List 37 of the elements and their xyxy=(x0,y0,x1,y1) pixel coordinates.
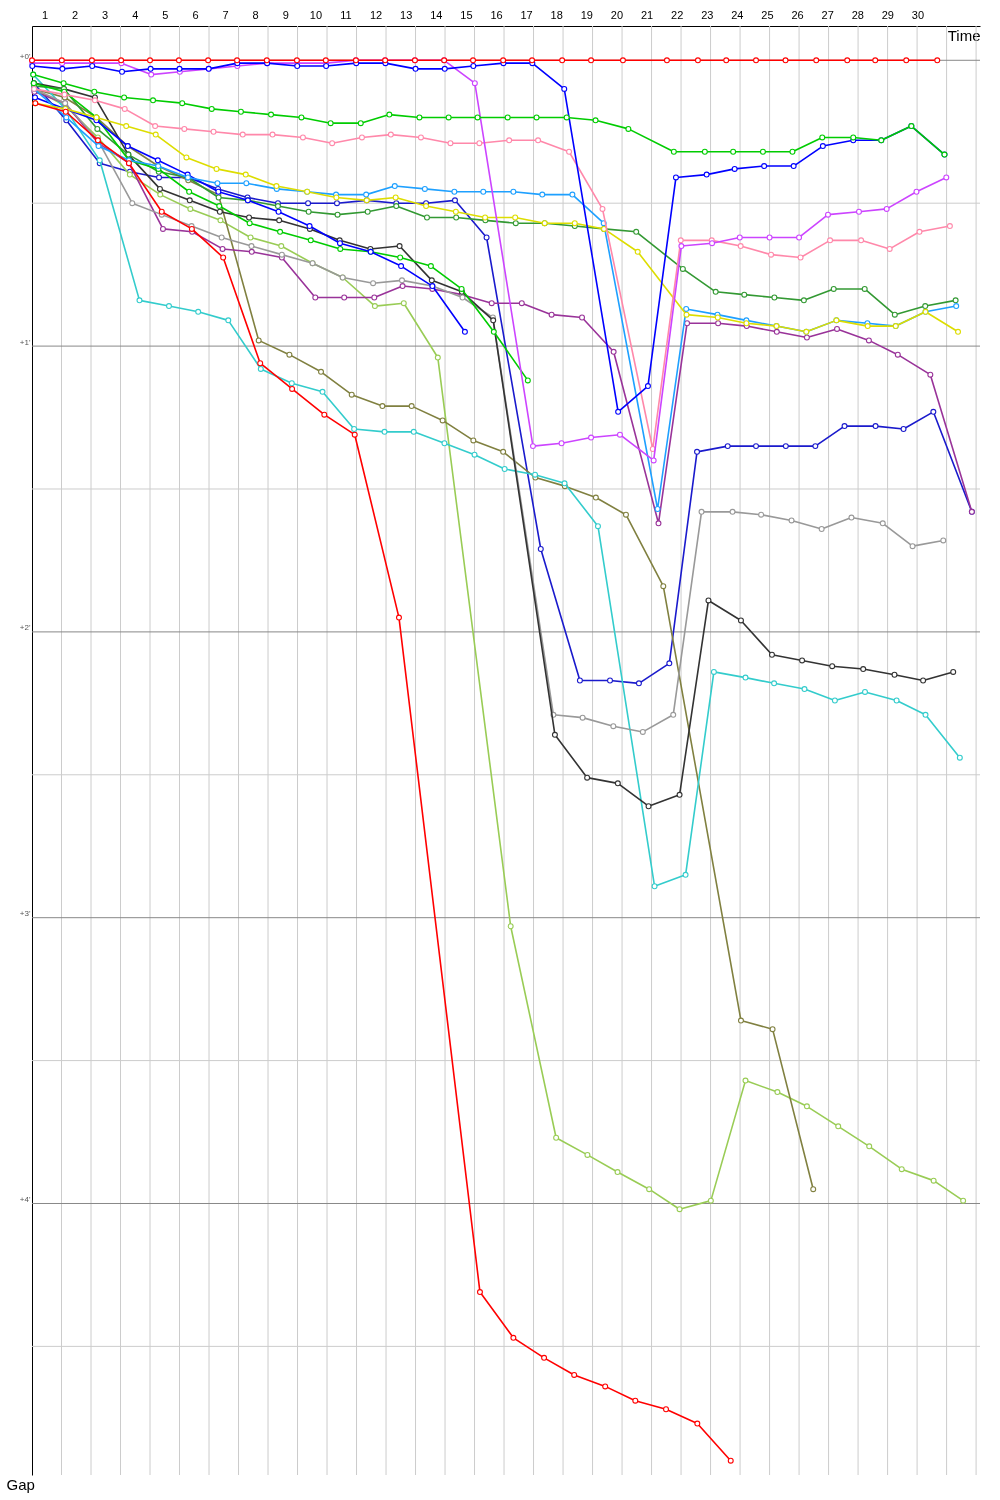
x-tick-label: 11 xyxy=(340,9,352,21)
y-tick-label: +4' xyxy=(19,1194,31,1204)
y-tick-label: +1' xyxy=(19,337,31,347)
x-tick-label: 5 xyxy=(162,9,169,21)
x-tick-label: 16 xyxy=(490,9,503,21)
x-tick-label: 1 xyxy=(41,9,49,21)
x-tick-label: 13 xyxy=(400,9,413,21)
x-axis-title: Time xyxy=(947,26,981,44)
x-tick-label: 7 xyxy=(222,9,229,21)
x-tick-label: 6 xyxy=(192,9,199,21)
x-tick-label: 30 xyxy=(911,9,925,21)
x-tick-label: 22 xyxy=(671,9,684,21)
x-tick-label: 21 xyxy=(640,9,654,21)
x-tick-label: 19 xyxy=(580,9,593,21)
x-tick-label: 10 xyxy=(309,9,323,21)
x-tick-label: 9 xyxy=(282,9,289,21)
x-tick-label: 25 xyxy=(761,9,774,21)
x-tick-label: 29 xyxy=(881,9,894,21)
x-tick-label: 4 xyxy=(132,9,139,21)
x-tick-label: 2 xyxy=(71,9,79,21)
y-tick-label: +2' xyxy=(19,623,31,633)
x-tick-label: 18 xyxy=(550,9,563,21)
x-tick-label: 23 xyxy=(701,9,714,21)
x-tick-label: 17 xyxy=(520,9,533,21)
y-tick-label: +0' xyxy=(19,51,31,61)
x-tick-label: 20 xyxy=(610,9,624,21)
x-tick-label: 24 xyxy=(731,9,744,21)
x-tick-label: 12 xyxy=(369,9,383,21)
x-tick-label: 8 xyxy=(252,9,259,21)
x-tick-label: 15 xyxy=(460,9,473,21)
x-tick-label: 27 xyxy=(821,9,834,21)
x-tick-label: 28 xyxy=(851,9,864,21)
x-tick-label: 3 xyxy=(102,9,109,21)
x-tick-label: 26 xyxy=(791,9,804,21)
y-axis-title: Gap xyxy=(6,1475,35,1493)
x-tick-label: 14 xyxy=(430,9,443,21)
y-tick-label: +3' xyxy=(19,909,31,919)
